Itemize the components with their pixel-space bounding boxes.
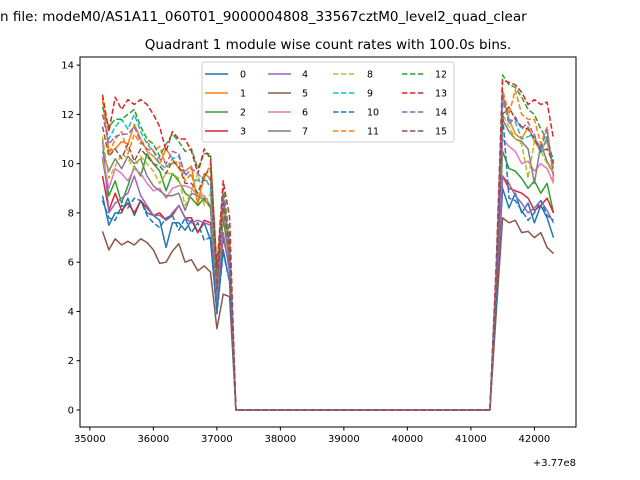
x-tick-label: 37000 [201,434,233,445]
x-axis: 35000 36000 37000 38000 39000 40000 41000 42000 [74,427,550,445]
axes-frame [79,56,577,428]
x-tick-label: 38000 [264,434,296,445]
legend-label-5: 5 [302,89,308,100]
figure-suptitle: n file: modeM0/AS1A11_060T01_9000004808_… [0,9,527,25]
plot-area [101,74,555,411]
x-tick-label: 39000 [328,434,360,445]
y-tick-label: 14 [61,61,74,72]
legend-label-7: 7 [302,127,308,138]
legend-label-9: 9 [367,89,373,100]
y-tick-label: 0 [68,406,74,417]
x-offset-text: +3.77e8 [533,458,576,469]
legend-label-8: 8 [367,70,373,81]
legend-label-10: 10 [367,108,379,119]
legend-label-2: 2 [240,108,246,119]
y-tick-label: 4 [68,307,74,318]
y-tick-label: 12 [61,110,74,121]
legend-label-12: 12 [435,70,447,81]
legend-label-13: 13 [435,89,447,100]
y-tick-label: 2 [68,356,74,367]
legend-label-1: 1 [240,89,246,100]
legend-label-15: 15 [435,127,447,138]
x-tick-label: 41000 [455,434,487,445]
legend-label-11: 11 [367,127,379,138]
x-tick-label: 40000 [391,434,423,445]
legend-box [201,61,455,143]
y-tick-label: 10 [61,159,74,170]
legend-label-0: 0 [240,70,246,81]
legend-label-3: 3 [240,127,246,138]
x-tick-label: 42000 [518,434,550,445]
legend-label-4: 4 [302,70,308,81]
x-tick-label: 36000 [137,434,169,445]
legend-label-14: 14 [435,108,447,119]
y-axis: 0 2 4 6 8 10 12 14 [61,61,80,417]
chart-title: Quadrant 1 module wise count rates with … [145,37,511,53]
legend-label-6: 6 [302,108,308,119]
x-tick-label: 35000 [74,434,106,445]
y-tick-label: 8 [68,208,74,219]
y-tick-label: 6 [68,258,74,269]
series-line-8 [101,113,555,411]
series-line-15 [101,106,555,411]
